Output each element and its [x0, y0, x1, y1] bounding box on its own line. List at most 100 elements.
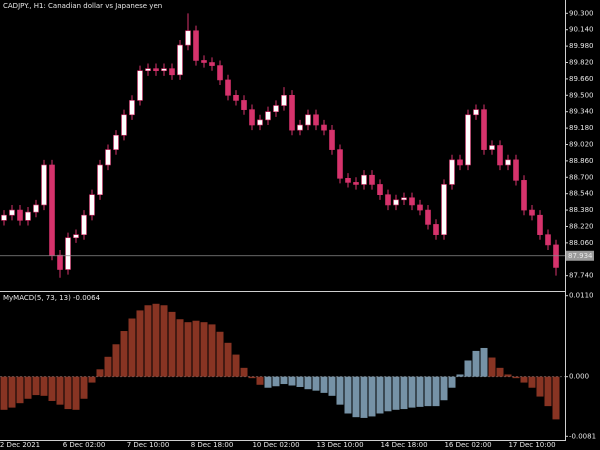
histogram-bar	[424, 376, 432, 407]
x-tick-label: 17 Dec 10:00	[508, 441, 555, 449]
candle-body	[241, 100, 247, 110]
histogram-bar	[520, 376, 528, 383]
histogram-bar	[464, 360, 472, 377]
candle-body	[401, 197, 407, 201]
candle-body	[553, 244, 559, 268]
histogram-bar	[128, 318, 136, 377]
histogram-bar	[200, 322, 208, 377]
candle-body	[505, 159, 511, 166]
candle-body	[233, 95, 239, 101]
candle-body	[457, 159, 463, 166]
candle-body	[257, 119, 263, 126]
histogram-bar	[72, 376, 80, 410]
histogram-bar	[488, 357, 496, 377]
candle-body	[209, 62, 215, 66]
histogram-bar	[232, 354, 240, 377]
y-tick-label: 87.740	[569, 272, 594, 280]
histogram-bar	[288, 376, 296, 386]
histogram-bar	[304, 376, 312, 390]
candle-body	[385, 194, 391, 206]
candle-body	[529, 209, 535, 216]
histogram-bar	[248, 376, 256, 379]
histogram-bar	[16, 376, 24, 404]
histogram-bar	[400, 376, 408, 410]
current-price-label: 87.934	[568, 252, 593, 260]
histogram-bar	[416, 376, 424, 407]
y-tick-label: 88.380	[569, 206, 594, 214]
candle-body	[353, 182, 359, 185]
chart-title: CADJPY., H1: Canadian dollar vs Japanese…	[3, 2, 162, 10]
histogram-bar	[208, 324, 216, 377]
histogram-bar	[552, 376, 560, 420]
candle-body	[513, 159, 519, 181]
candle-body	[289, 95, 295, 131]
histogram-bar	[528, 376, 536, 388]
candle-body	[25, 211, 31, 221]
candle-body	[433, 224, 439, 235]
candle-body	[137, 70, 143, 101]
indicator-title: MyMACD(5, 73, 13) -0.0064	[3, 294, 101, 302]
histogram-bar	[408, 376, 416, 408]
candle-body	[49, 164, 55, 256]
candle-body	[273, 105, 279, 112]
histogram-bar	[368, 376, 376, 417]
current-price-box	[566, 250, 594, 261]
candle-body	[201, 60, 207, 63]
histogram-bar	[80, 376, 88, 399]
candle-body	[193, 30, 199, 61]
candle-body	[305, 114, 311, 126]
histogram-bar	[168, 311, 176, 377]
histogram-bar	[56, 376, 64, 405]
candle-body	[281, 95, 287, 106]
candle-body	[537, 214, 543, 235]
histogram-bar	[480, 347, 488, 377]
candle-body	[57, 254, 63, 270]
histogram-bar	[240, 367, 248, 377]
histogram-bar	[384, 376, 392, 412]
histogram-bar	[352, 376, 360, 418]
candle-body	[409, 197, 415, 206]
y-tick-label: 89.660	[569, 75, 594, 83]
candle-body	[417, 204, 423, 211]
candle-body	[313, 114, 319, 126]
histogram-bar	[96, 369, 104, 377]
candle-body	[217, 65, 223, 81]
histogram-bar	[272, 376, 280, 387]
histogram-bar	[40, 376, 48, 396]
histogram-bar	[136, 310, 144, 377]
candle-body	[225, 79, 231, 96]
histogram-bar	[328, 376, 336, 396]
candle-body	[265, 111, 271, 121]
y-tick-label: -0.0081	[569, 432, 596, 440]
histogram-bar	[512, 376, 520, 379]
candle-body	[9, 209, 15, 216]
candle-body	[545, 234, 551, 246]
y-tick-label: 0.0110	[569, 292, 594, 300]
candle-body	[481, 109, 487, 150]
histogram-bar	[376, 376, 384, 414]
candle-body	[249, 109, 255, 126]
histogram-bar	[344, 376, 352, 414]
candle-body	[489, 145, 495, 150]
y-tick-label: 90.300	[569, 9, 594, 17]
candle-body	[369, 174, 375, 185]
histogram-bar	[296, 376, 304, 387]
candle-body	[345, 178, 351, 183]
histogram-bar	[432, 376, 440, 407]
candle-body	[497, 145, 503, 166]
y-tick-label: 89.500	[569, 91, 594, 99]
y-tick-label: 90.140	[569, 26, 594, 34]
histogram-bar	[120, 331, 128, 377]
y-tick-label: 89.340	[569, 108, 594, 116]
candle-body	[521, 180, 527, 211]
histogram-bar	[48, 376, 56, 401]
histogram-bar	[256, 376, 264, 385]
histogram-bar	[112, 344, 120, 377]
candle-body	[441, 184, 447, 235]
y-tick-label: 0.000	[569, 373, 589, 381]
y-tick-label: 88.860	[569, 157, 594, 165]
candle-body	[361, 174, 367, 185]
histogram-bar	[336, 376, 344, 405]
histogram-bar	[264, 376, 272, 388]
candle-body	[377, 184, 383, 195]
